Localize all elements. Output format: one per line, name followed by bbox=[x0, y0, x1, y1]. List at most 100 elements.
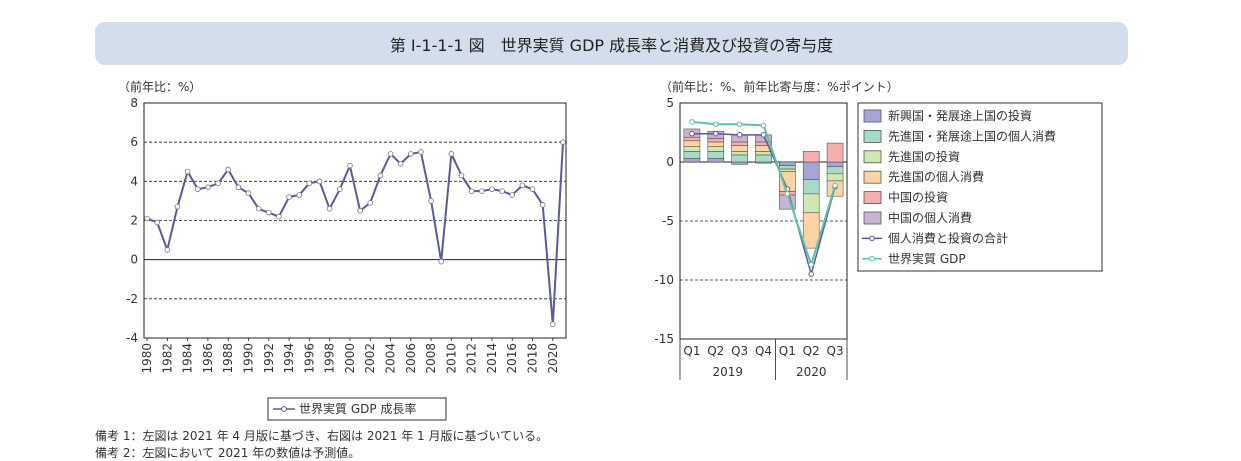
legend-label: 先進国・発展途上国の個人消費 bbox=[888, 128, 1056, 143]
line-point bbox=[808, 271, 815, 277]
data-point bbox=[286, 194, 292, 200]
line-point bbox=[808, 261, 815, 268]
bar-segment bbox=[826, 161, 844, 168]
legend-swatch bbox=[863, 129, 882, 143]
legend-marker bbox=[869, 256, 875, 262]
line-point bbox=[712, 121, 719, 128]
figure-title-bar: 第 Ⅰ-1-1-1 図 世界実質 GDP 成長率と消費及び投資の寄与度 bbox=[95, 22, 1128, 65]
x-tick-label: 1998 bbox=[323, 343, 337, 374]
plot-frame bbox=[679, 102, 848, 340]
y-tick-label: 5 bbox=[666, 96, 674, 110]
data-point bbox=[144, 215, 150, 222]
left-unit-label: （前年比：%） bbox=[118, 79, 201, 94]
y-tick-label: 0 bbox=[130, 253, 138, 267]
data-point bbox=[265, 209, 272, 216]
bar-segment bbox=[826, 173, 844, 182]
line-point bbox=[712, 130, 719, 137]
x-tick-label: 2002 bbox=[363, 343, 377, 374]
bar-segment bbox=[779, 165, 796, 170]
bar-segment bbox=[707, 151, 725, 159]
data-point bbox=[205, 184, 211, 191]
data-point bbox=[519, 182, 526, 189]
y-tick-label: 8 bbox=[130, 96, 138, 110]
data-point bbox=[560, 139, 566, 145]
line-point bbox=[736, 132, 743, 138]
x-tick-label: 2012 bbox=[465, 343, 479, 374]
line-point bbox=[760, 122, 767, 129]
legend-label: 中国の個人消費 bbox=[888, 210, 972, 225]
bar-segment bbox=[731, 145, 748, 152]
line-point bbox=[689, 130, 695, 137]
bar-segment bbox=[755, 151, 772, 156]
y-tick-label: -10 bbox=[654, 273, 674, 287]
x-tick-label: 2016 bbox=[505, 343, 519, 374]
legend-label: 世界実質 GDP bbox=[888, 251, 966, 266]
x-tick-label: 2008 bbox=[424, 343, 438, 374]
bar-segment bbox=[683, 158, 701, 163]
x-tick-label: 1992 bbox=[262, 343, 276, 374]
line-point bbox=[736, 121, 743, 128]
data-point bbox=[347, 162, 353, 169]
data-point bbox=[550, 321, 556, 328]
x-tick-label: 2000 bbox=[343, 343, 357, 374]
data-point bbox=[164, 247, 171, 253]
legend-swatch bbox=[863, 150, 882, 164]
data-point bbox=[154, 219, 160, 226]
data-point bbox=[438, 258, 445, 265]
data-point bbox=[326, 205, 333, 212]
data-point bbox=[539, 202, 546, 208]
bar-segment bbox=[779, 168, 796, 172]
line-point bbox=[784, 191, 791, 197]
data-point bbox=[489, 186, 495, 192]
bar-segment bbox=[707, 138, 725, 143]
bar-segment bbox=[683, 140, 701, 147]
data-point bbox=[225, 166, 231, 173]
x-tick-label: 1984 bbox=[181, 343, 195, 374]
bar-segment bbox=[707, 146, 725, 152]
data-point bbox=[418, 149, 424, 155]
gdp-growth-line bbox=[146, 142, 564, 325]
bar-segment bbox=[826, 142, 844, 163]
y-tick-label: 2 bbox=[130, 214, 138, 228]
bar-segment bbox=[802, 212, 820, 249]
legend-label: 新興国・発展途上国の投資 bbox=[888, 108, 1032, 123]
x-tick-label: Q2 bbox=[707, 344, 724, 358]
data-point bbox=[174, 203, 181, 210]
legend-marker bbox=[281, 406, 287, 412]
data-point bbox=[377, 172, 384, 179]
legend-swatch bbox=[863, 191, 882, 205]
x-tick-label: 1988 bbox=[221, 343, 235, 374]
x-tick-label: 1996 bbox=[302, 343, 316, 374]
y-tick-label: 0 bbox=[666, 155, 674, 169]
data-point bbox=[458, 172, 465, 179]
data-point bbox=[479, 188, 485, 194]
legend-box bbox=[857, 102, 1103, 272]
data-point bbox=[296, 192, 303, 198]
note-2: 備考 2：左図において 2021 年の数値は予測値。 bbox=[95, 446, 361, 460]
x-tick-label: Q4 bbox=[755, 344, 772, 358]
figure-title: 第 Ⅰ-1-1-1 図 世界実質 GDP 成長率と消費及び投資の寄与度 bbox=[389, 35, 834, 55]
y-tick-label: 4 bbox=[130, 174, 138, 188]
left-chart-growth: （前年比：%） -4 -2 0 2 4 6 8 1980 1982 1984 1986 1988 1990… bbox=[118, 79, 567, 421]
data-point bbox=[407, 151, 414, 157]
x-tick-label: 2004 bbox=[384, 343, 398, 374]
x-tick-label: Q1 bbox=[779, 344, 796, 358]
bar-segment bbox=[779, 161, 796, 166]
data-point bbox=[357, 207, 363, 214]
data-point bbox=[316, 178, 323, 185]
line-point bbox=[760, 132, 767, 138]
x-tick-label: 1994 bbox=[282, 343, 296, 374]
bar-segment bbox=[802, 161, 820, 181]
x-tick-label: 2018 bbox=[526, 343, 540, 374]
y-tick-label: -15 bbox=[654, 332, 674, 346]
data-point bbox=[448, 151, 455, 157]
x-tick-label: 1980 bbox=[140, 343, 154, 374]
group-label: 2019 bbox=[712, 365, 743, 379]
bar-segment bbox=[826, 166, 844, 175]
x-tick-label: 1990 bbox=[241, 343, 255, 374]
legend-box bbox=[267, 397, 447, 421]
group-label: 2020 bbox=[796, 365, 827, 379]
bar-segment bbox=[683, 136, 701, 142]
y-tick-label: -4 bbox=[126, 331, 138, 345]
bar-segment bbox=[802, 193, 820, 214]
